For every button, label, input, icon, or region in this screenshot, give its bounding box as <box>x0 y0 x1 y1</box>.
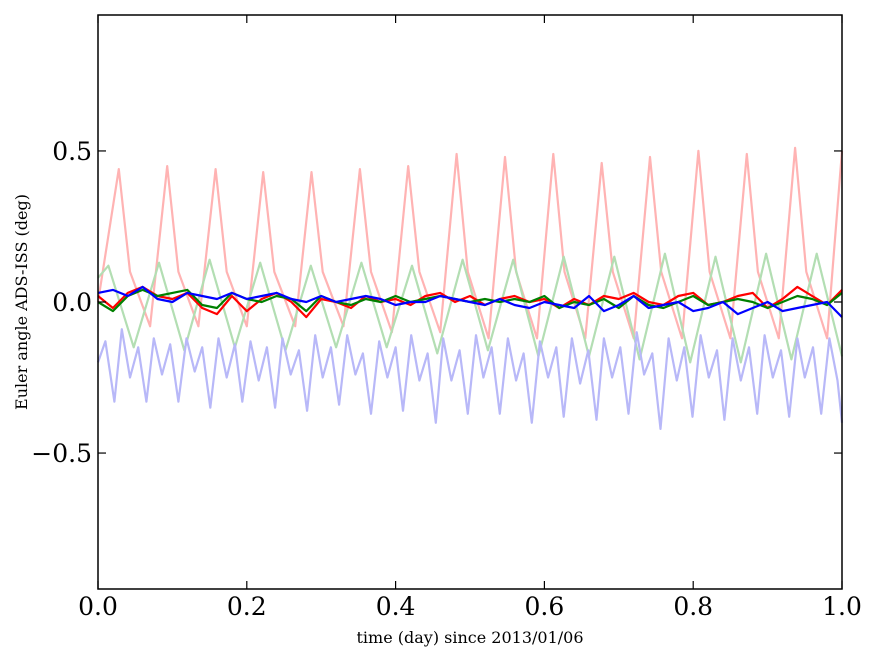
x-tick-label-4: 0.6 <box>525 592 565 621</box>
x-tick-label-6: 1.0 <box>822 592 862 621</box>
x-tick-label-5: 0.8 <box>673 592 713 621</box>
series-line-6 <box>97 285 843 318</box>
y-axis-label: Euler angle ADS-ISS (deg) <box>12 194 31 410</box>
y-tick-label-1: 0.5 <box>52 137 92 166</box>
x-tick-label-2: 0.2 <box>227 592 267 621</box>
x-tick-label-3: 0.4 <box>376 592 416 621</box>
series-line-1 <box>96 146 844 340</box>
x-tick-label-1: 0.0 <box>78 592 118 621</box>
x-axis-label: time (day) since 2013/01/06 <box>356 628 583 647</box>
plot-frame <box>97 14 843 590</box>
y-tick-label-2: 0.0 <box>52 288 92 317</box>
series-line-3 <box>96 328 844 430</box>
series-line-2 <box>97 252 844 364</box>
series-layer <box>96 146 844 430</box>
y-tick-label-3: −0.5 <box>31 439 92 468</box>
tick-labels-layer: 0.0 0.2 0.4 0.6 0.8 1.0 0.5 0.0 −0.5 <box>31 137 862 621</box>
